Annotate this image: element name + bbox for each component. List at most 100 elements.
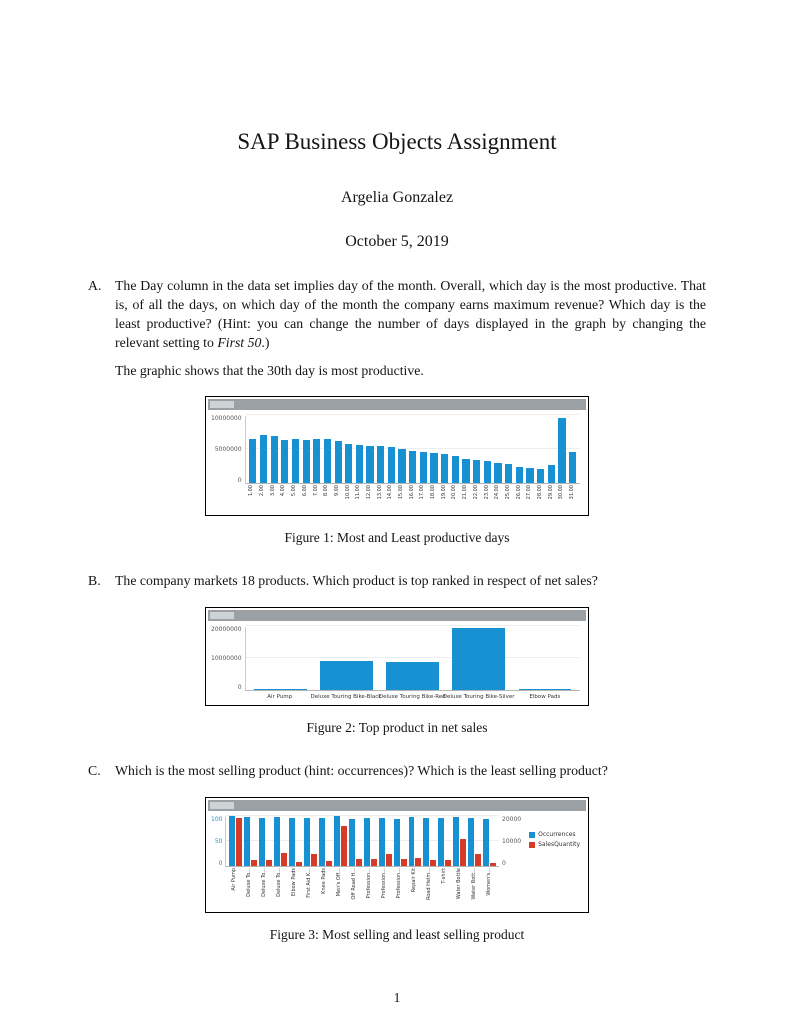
bar-group: [269, 416, 280, 484]
x-axis-label: 6.00: [301, 485, 308, 497]
bar-group: [452, 817, 467, 867]
bar-group: [386, 416, 397, 484]
x-axis-label: 5.00: [291, 485, 298, 497]
bar: [400, 859, 407, 867]
x-axis-label: 27.00: [526, 485, 533, 500]
bar: [302, 440, 310, 484]
x-axis-label: 25.00: [504, 485, 511, 500]
bar: [281, 853, 288, 867]
x-axis-label: Profession...: [396, 868, 403, 899]
bar: [494, 463, 502, 484]
bar: [254, 689, 308, 691]
chart-plot: [225, 815, 499, 868]
y-axis-left: 100 50 0: [211, 817, 222, 867]
bar: [408, 817, 415, 867]
bar: [385, 854, 392, 867]
y-axis-tick-label: 10000000: [211, 655, 242, 663]
y-axis-tick-label: 5000000: [214, 446, 242, 454]
bar: [325, 861, 332, 867]
bar: [452, 628, 506, 691]
bar-group: [418, 416, 429, 484]
x-axis-label: Deluxe Touring Bike-Red: [378, 694, 446, 701]
bar-group: [450, 416, 461, 484]
bar-group: [407, 416, 418, 484]
bar: [515, 467, 523, 484]
x-axis-label: Deluxe To...: [276, 868, 283, 898]
question-a-answer: The graphic shows that the 30th day is m…: [115, 362, 424, 378]
bar-group: [348, 817, 363, 867]
bar: [430, 453, 438, 484]
bar-group: [290, 416, 301, 484]
x-axis-label: 7.00: [312, 485, 319, 497]
bar: [415, 858, 422, 867]
bar: [320, 661, 374, 691]
bar: [473, 460, 481, 484]
bar: [289, 818, 296, 867]
bar: [536, 469, 545, 484]
x-axis-label: Air Pump: [231, 868, 238, 891]
bar: [409, 451, 417, 484]
question-item-c: C. Which is the most selling product (hi…: [88, 762, 706, 781]
bar-group: [446, 627, 512, 691]
chart-title-bar: [208, 399, 586, 411]
x-axis-label: Air Pump: [267, 694, 293, 701]
x-axis-label: 30.00: [558, 485, 565, 500]
bar-group: [288, 817, 303, 867]
y-axis-tick-label: 50: [214, 838, 223, 846]
x-axis-label: 18.00: [430, 485, 437, 500]
chart-plot: [244, 625, 580, 692]
chart-title-chip: [210, 612, 234, 620]
figure-2: 20000000 10000000 0 Air Pump Deluxe Touring …: [88, 607, 706, 736]
bar-group: [258, 416, 269, 484]
figure-2-caption: Figure 2: Top product in net sales: [306, 720, 488, 736]
figure-1: 10000000 5000000 0 1.00 2.00 3.00 4.00 5.00 6.00…: [88, 396, 706, 546]
bar-group: [378, 817, 393, 867]
bar-group: [471, 416, 482, 484]
y-axis-tick-label: 20000: [502, 816, 522, 824]
bar-group: [429, 416, 440, 484]
bar: [423, 818, 430, 867]
x-axis-label: 28.00: [536, 485, 543, 500]
bar-group: [354, 416, 365, 484]
bar: [355, 859, 362, 867]
x-axis-label: 21.00: [462, 485, 469, 500]
bar-group: [280, 416, 291, 484]
bar: [304, 818, 311, 867]
bar: [468, 818, 475, 867]
x-axis-label: Women's...: [485, 868, 492, 896]
x-axis-label: Profession...: [381, 868, 388, 899]
bar: [451, 456, 459, 484]
x-axis-label: 13.00: [376, 485, 383, 500]
bars-layer: [226, 816, 499, 867]
bar: [291, 439, 300, 484]
bar: [568, 452, 577, 484]
bar: [313, 439, 321, 484]
bar: [259, 818, 266, 867]
bar-group: [363, 817, 378, 867]
figure-1-chart: 10000000 5000000 0 1.00 2.00 3.00 4.00 5.00 6.00…: [205, 396, 589, 517]
bar-group: [503, 416, 514, 484]
bar: [398, 449, 406, 484]
bar-group: [493, 416, 504, 484]
x-axis-label: Men's Off...: [336, 868, 343, 897]
bar: [453, 817, 460, 867]
bar-group: [437, 817, 452, 867]
chart-title-bar: [208, 610, 586, 622]
x-axis-label: 9.00: [333, 485, 340, 497]
y-axis-tick-label: 10000000: [211, 415, 242, 423]
bar: [274, 817, 281, 867]
x-axis-label: T-shirt: [441, 868, 447, 884]
bar: [259, 435, 268, 484]
x-axis-label: 15.00: [398, 485, 405, 500]
bar-group: [397, 416, 408, 484]
x-axis-label: 11.00: [355, 485, 362, 500]
bars-layer: [246, 627, 580, 691]
chart-body: 10000000 5000000 0 1.00 2.00 3.00 4.00 5.00 6.00…: [206, 410, 588, 515]
x-axis-label: Deluxe Touring Bike-Black: [310, 694, 382, 701]
bar: [251, 860, 258, 867]
document-page: SAP Business Objects Assignment Argelia …: [88, 129, 706, 1005]
bars-layer: [246, 416, 580, 484]
x-axis-label: 22.00: [472, 485, 479, 500]
bar: [296, 862, 303, 867]
x-axis-label: 8.00: [323, 485, 330, 497]
